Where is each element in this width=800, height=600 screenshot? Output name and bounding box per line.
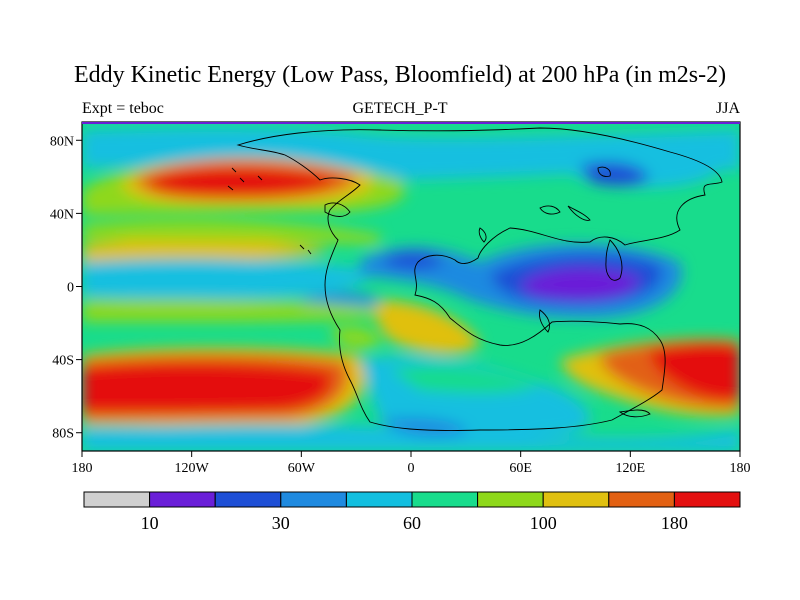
colorbar-label: 30	[272, 513, 290, 533]
lon-tick-label: 0	[408, 461, 415, 476]
colorbar-swatch	[214, 491, 282, 508]
colorbar-swatch	[542, 491, 610, 508]
lat-tick-label: 40N	[50, 207, 74, 222]
colorbar-swatch	[83, 491, 151, 508]
longitude-axis: 180 120W 60W 0 60E 120E 180	[72, 451, 751, 476]
lat-tick-label: 80N	[50, 134, 74, 149]
lat-tick-label: 40S	[52, 354, 74, 369]
field-shading	[82, 122, 740, 451]
colorbar-label: 100	[530, 513, 557, 533]
colorbar-swatch	[673, 491, 741, 508]
continent-outline	[227, 127, 723, 431]
colorbar-label: 60	[403, 513, 421, 533]
colorbar-swatch	[477, 491, 544, 508]
colorbar-swatch	[411, 491, 479, 508]
model-label: GETECH_P-T	[352, 100, 448, 117]
map-title: Eddy Kinetic Energy (Low Pass, Bloomfiel…	[73, 62, 727, 88]
colorbar-label: 10	[141, 513, 159, 533]
colorbar-swatch	[608, 491, 675, 508]
lon-tick-label: 180	[730, 461, 751, 476]
colorbar-swatch	[280, 491, 347, 508]
lon-tick-label: 60W	[288, 461, 316, 476]
lon-tick-label: 60E	[509, 461, 532, 476]
colorbar: 10 30 60 100 180	[83, 491, 741, 533]
lat-tick-label: 80S	[52, 427, 74, 442]
lon-tick-label: 120E	[616, 461, 646, 476]
latitude-axis: 80N 40N 0 40S 80S	[50, 134, 82, 442]
season-label: JJA	[715, 100, 740, 117]
lon-tick-label: 120W	[175, 461, 210, 476]
colorbar-swatch	[345, 491, 413, 508]
experiment-label: Expt = teboc	[82, 100, 164, 117]
lon-tick-label: 180	[72, 461, 93, 476]
colorbar-label: 180	[661, 513, 688, 533]
colorbar-swatch	[149, 491, 216, 508]
lat-tick-label: 0	[67, 281, 74, 296]
